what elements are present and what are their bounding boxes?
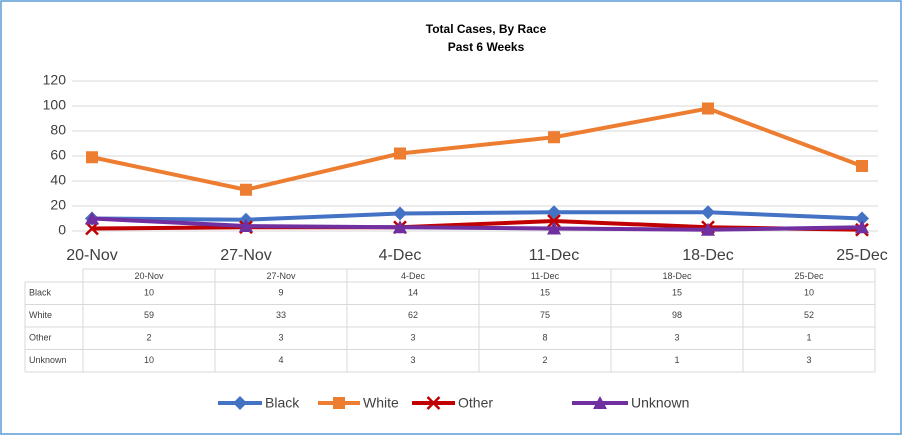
table-header: 27-Nov — [266, 271, 296, 281]
table-header: 11-Dec — [531, 271, 560, 281]
marker — [855, 220, 869, 234]
y-tick-label: 40 — [50, 172, 66, 188]
marker — [393, 206, 407, 221]
table-cell: 9 — [278, 288, 283, 298]
table-cell: 15 — [672, 288, 682, 298]
chart-subtitle: Past 6 Weeks — [448, 40, 525, 54]
table-cell: 8 — [542, 333, 547, 343]
x-tick-label: 11-Dec — [529, 247, 579, 264]
x-tick-label: 25-Dec — [836, 247, 888, 264]
y-tick-label: 20 — [50, 197, 66, 213]
table-cell: 10 — [144, 288, 154, 298]
table-cell: 3 — [278, 333, 283, 343]
table-cell: 15 — [540, 288, 550, 298]
x-tick-label: 18-Dec — [682, 247, 734, 264]
marker — [701, 205, 715, 220]
marker — [547, 221, 561, 235]
marker — [394, 147, 406, 160]
table-cell: 3 — [806, 355, 811, 365]
table-header: 25-Dec — [794, 271, 824, 281]
table-cell: 52 — [804, 310, 814, 320]
marker — [855, 211, 869, 226]
legend-label: Other — [458, 395, 493, 411]
table-cell: 75 — [540, 310, 550, 320]
marker — [393, 220, 407, 234]
table-cell: 10 — [144, 355, 154, 365]
marker — [240, 183, 252, 196]
table-cell: 2 — [542, 355, 547, 365]
table-cell: 4 — [278, 355, 283, 365]
table-row-label: Black — [29, 288, 52, 298]
x-tick-label: 20-Nov — [66, 247, 118, 264]
y-tick-label: 100 — [43, 97, 67, 113]
table-cell: 59 — [144, 310, 154, 320]
table-cell: 62 — [408, 310, 418, 320]
marker — [86, 151, 98, 164]
y-tick-label: 0 — [58, 222, 66, 238]
marker — [548, 131, 560, 144]
x-tick-label: 27-Nov — [220, 247, 272, 264]
table-row-label: White — [29, 310, 52, 320]
legend-label: White — [363, 395, 399, 411]
marker — [856, 160, 868, 172]
table-row-label: Other — [29, 333, 52, 343]
y-tick-label: 80 — [50, 122, 66, 138]
marker — [547, 214, 561, 228]
table-cell: 14 — [408, 288, 418, 298]
marker — [426, 396, 441, 410]
marker — [702, 102, 714, 115]
series-line — [91, 106, 863, 192]
marker — [333, 397, 345, 409]
legend-label: Black — [265, 395, 300, 411]
table-row-label: Unknown — [29, 355, 67, 365]
y-tick-label: 60 — [50, 147, 66, 163]
series-line — [91, 216, 863, 232]
marker — [85, 211, 99, 225]
chart-title: Total Cases, By Race — [426, 22, 547, 36]
marker — [239, 219, 253, 232]
table-cell: 1 — [674, 355, 679, 365]
table-cell: 33 — [276, 310, 286, 320]
x-tick-label: 4-Dec — [379, 247, 422, 264]
marker — [593, 396, 607, 409]
table-cell: 3 — [674, 333, 679, 343]
table-header: 20-Nov — [134, 271, 164, 281]
marker — [233, 396, 247, 410]
table-cell: 3 — [410, 355, 415, 365]
table-cell: 1 — [806, 333, 811, 343]
table-cell: 2 — [146, 333, 151, 343]
series-line — [91, 210, 863, 222]
legend-label: Unknown — [631, 395, 689, 411]
y-tick-label: 120 — [43, 72, 67, 88]
table-cell: 98 — [672, 310, 682, 320]
table-header: 18-Dec — [662, 271, 692, 281]
table-cell: 10 — [804, 288, 814, 298]
marker — [701, 222, 715, 236]
table-cell: 3 — [410, 333, 415, 343]
table-header: 4-Dec — [401, 271, 426, 281]
